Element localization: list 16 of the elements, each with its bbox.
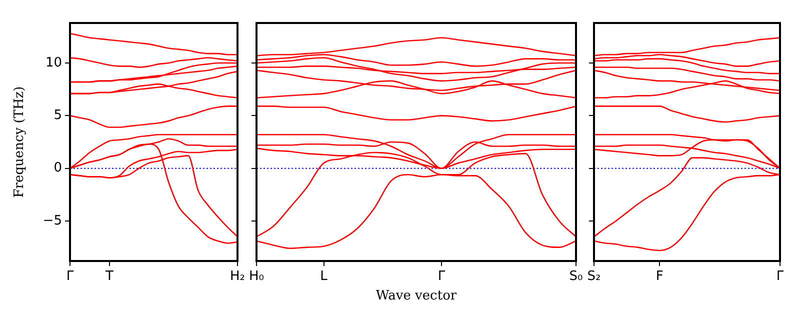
y-tick-label: 0 xyxy=(54,160,62,176)
y-tick-label: 5 xyxy=(54,108,62,124)
x-tick-label: S₀ xyxy=(569,269,583,284)
x-tick-label: H₀ xyxy=(248,269,264,284)
y-tick-label: −5 xyxy=(42,213,62,228)
x-tick-label: Γ xyxy=(66,269,74,284)
x-tick-label: H₂ xyxy=(230,269,246,284)
y-axis-title: Frequency (THz) xyxy=(12,86,28,198)
x-tick-label: F xyxy=(656,269,664,284)
x-tick-label: Γ xyxy=(438,269,446,284)
x-tick-label: L xyxy=(320,269,328,284)
x-tick-label: Γ xyxy=(776,269,784,284)
x-tick-label: T xyxy=(104,269,114,284)
x-axis-title: Wave vector xyxy=(376,288,458,304)
y-tick-label: 10 xyxy=(45,55,62,70)
x-tick-label: S₂ xyxy=(587,269,601,284)
